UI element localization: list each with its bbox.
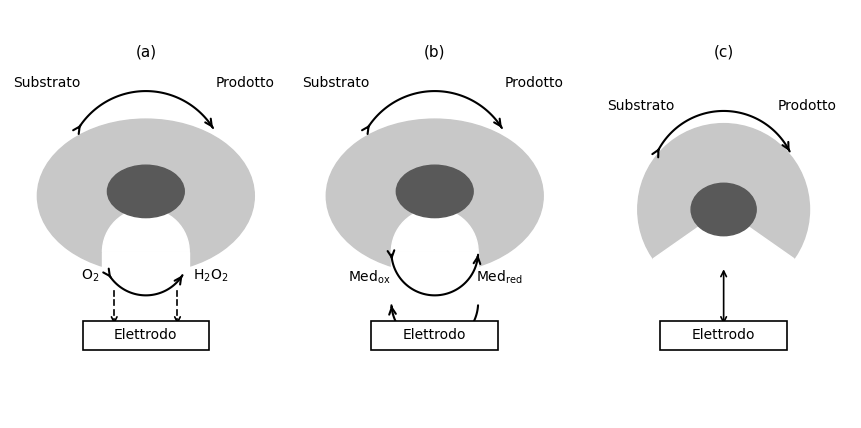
Text: Prodotto: Prodotto [504,76,563,90]
Ellipse shape [108,165,184,217]
Text: Med$_\mathrm{ox}$: Med$_\mathrm{ox}$ [348,269,391,286]
Wedge shape [102,208,189,252]
Polygon shape [102,252,189,295]
FancyBboxPatch shape [83,321,209,350]
Text: Prodotto: Prodotto [777,98,835,113]
Text: H$_2$O$_2$: H$_2$O$_2$ [193,267,228,284]
Text: Elettrodo: Elettrodo [403,328,466,342]
Text: Substrato: Substrato [301,76,369,90]
Ellipse shape [691,183,755,236]
Text: Substrato: Substrato [606,98,673,113]
Ellipse shape [37,119,254,273]
Wedge shape [391,208,478,252]
Text: Med$_\mathrm{red}$: Med$_\mathrm{red}$ [476,269,523,286]
Title: (c): (c) [713,44,733,59]
Text: Elettrodo: Elettrodo [114,328,177,342]
Ellipse shape [396,165,473,217]
Polygon shape [391,252,478,295]
Text: O$_2$: O$_2$ [81,267,99,284]
Text: Substrato: Substrato [13,76,80,90]
Text: Prodotto: Prodotto [215,76,275,90]
Text: Elettrodo: Elettrodo [691,328,754,342]
Ellipse shape [326,119,542,273]
Polygon shape [653,259,793,313]
Wedge shape [653,209,793,295]
Title: (b): (b) [424,44,445,59]
FancyBboxPatch shape [660,321,786,350]
Circle shape [637,124,808,295]
FancyBboxPatch shape [371,321,498,350]
Title: (a): (a) [135,44,156,59]
